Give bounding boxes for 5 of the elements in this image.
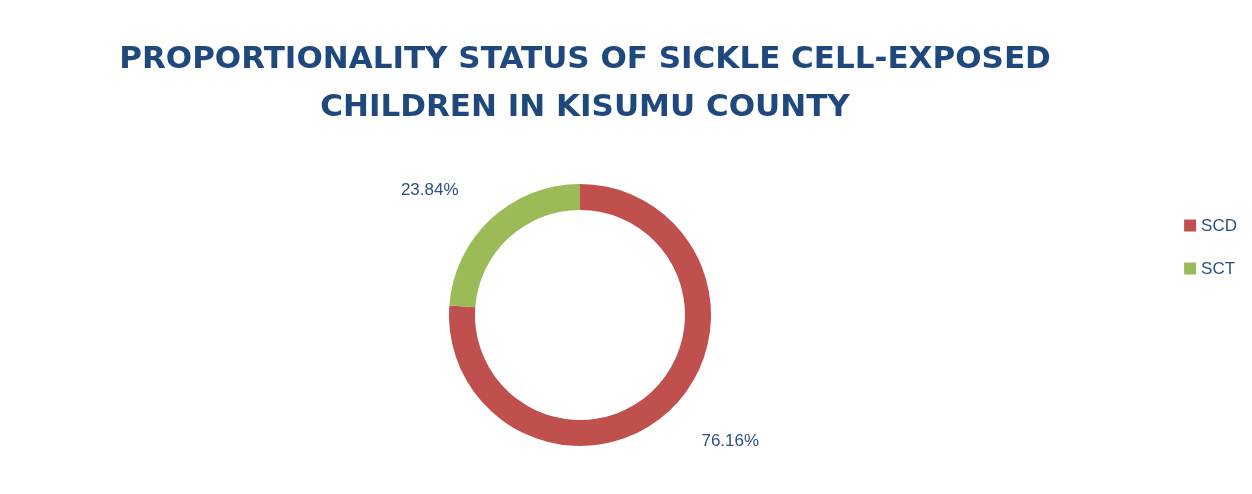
legend-label: SCD [1201, 216, 1238, 235]
chart-title: PROPORTIONALITY STATUS OF SICKLE CELL-EXPOSED CHILDREN IN KISUMU COUNTY [119, 39, 1051, 123]
legend-label: SCT [1201, 259, 1236, 278]
data-label: 76.16% [701, 430, 760, 450]
data-label: 23.84% [400, 180, 459, 200]
